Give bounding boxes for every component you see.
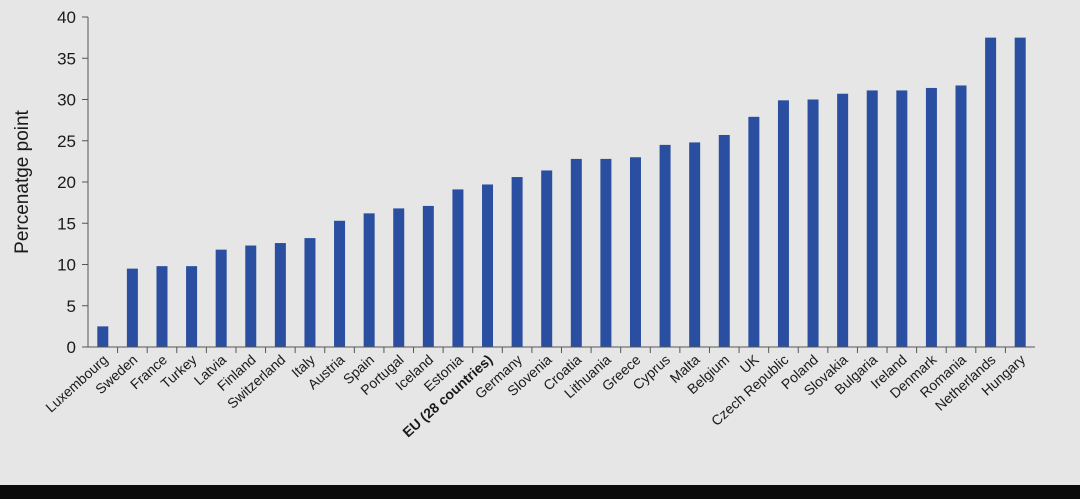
y-tick-label: 0	[67, 338, 76, 357]
y-axis-ticks: 0 5 10 15 20 25 30 35 40	[57, 8, 88, 357]
bar	[156, 266, 168, 347]
bar-chart: 0 5 10 15 20 25 30 35 40 LuxembourgSwedenFranceT…	[12, 8, 1035, 440]
y-tick-label: 15	[57, 214, 76, 233]
bar	[422, 205, 434, 347]
bar	[482, 184, 494, 347]
y-tick-label: 5	[67, 297, 76, 316]
x-axis-labels: LuxembourgSwedenFranceTurkeyLatviaFinlan…	[42, 347, 1028, 440]
bar	[955, 85, 967, 347]
bar	[186, 266, 198, 347]
y-tick-label: 25	[57, 132, 76, 151]
bar	[274, 243, 286, 347]
bars	[97, 37, 1026, 348]
bar	[896, 90, 908, 348]
bar	[985, 37, 997, 347]
y-axis-title: Percenatge point	[12, 109, 33, 253]
bar	[777, 100, 789, 347]
y-tick-label: 40	[57, 8, 76, 27]
bar	[925, 87, 937, 347]
bar	[718, 134, 730, 347]
bar	[659, 144, 671, 347]
bar	[511, 177, 523, 347]
bar	[304, 238, 316, 347]
bar	[126, 268, 138, 347]
y-tick-label: 35	[57, 49, 76, 68]
bar	[393, 208, 405, 347]
bar	[837, 93, 849, 347]
chart-area: 0 5 10 15 20 25 30 35 40 Luxembourg Sweden France T…	[12, 8, 1035, 441]
bar	[541, 170, 553, 347]
bar	[866, 90, 878, 348]
bar	[570, 158, 582, 347]
bar	[215, 249, 227, 347]
y-tick-label: 10	[57, 256, 76, 275]
bar	[807, 99, 819, 347]
y-tick-label: 20	[57, 173, 76, 192]
bottom-bar	[0, 485, 1080, 499]
bar	[334, 220, 346, 347]
bar	[629, 157, 641, 347]
bar	[689, 142, 701, 347]
y-tick-label: 30	[57, 91, 76, 110]
bar	[363, 213, 375, 347]
bar	[97, 326, 109, 347]
bar	[600, 158, 612, 347]
bar	[452, 189, 464, 347]
bar	[1014, 37, 1026, 347]
bar	[245, 245, 257, 347]
bar	[748, 116, 760, 347]
